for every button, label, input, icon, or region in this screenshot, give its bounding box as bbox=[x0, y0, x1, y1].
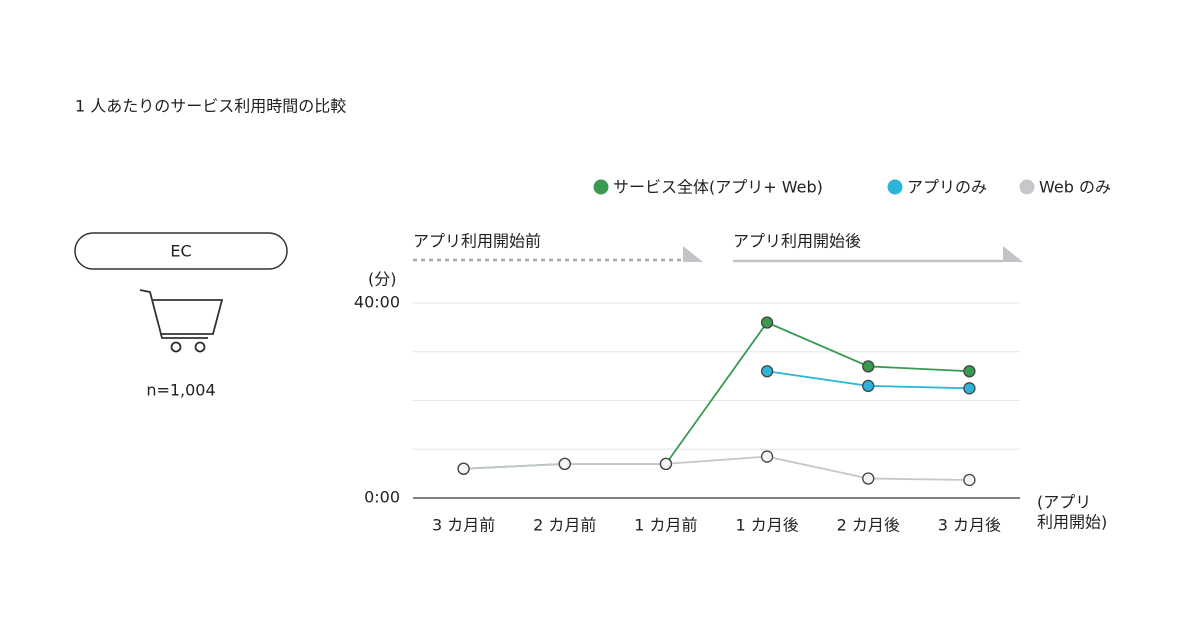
x-tick-label: 1 カ月後 bbox=[735, 516, 798, 535]
unit-label: (分) bbox=[368, 270, 397, 289]
data-point bbox=[963, 473, 976, 487]
chart-title: 1 人あたりのサービス利用時間の比較 bbox=[75, 97, 346, 116]
x-tick-label: 2 カ月前 bbox=[533, 516, 596, 535]
phase-label: アプリ利用開始前 bbox=[413, 232, 541, 251]
sample-size: n=1,004 bbox=[146, 381, 215, 400]
phase-arrow bbox=[683, 246, 703, 262]
series-line bbox=[463, 321, 970, 470]
phase-label: アプリ利用開始後 bbox=[733, 232, 861, 251]
legend-marker bbox=[887, 179, 903, 195]
x-tick-label: 3 カ月後 bbox=[938, 516, 1001, 535]
data-point bbox=[659, 457, 673, 471]
data-point bbox=[862, 379, 875, 393]
data-point bbox=[760, 316, 774, 329]
series-line bbox=[463, 455, 970, 481]
legend-label: アプリのみ bbox=[907, 178, 987, 197]
data-point bbox=[963, 365, 976, 378]
x-end-label: 利用開始) bbox=[1037, 513, 1107, 532]
segment-label: EC bbox=[170, 242, 191, 261]
phase-arrow bbox=[1003, 246, 1023, 262]
cart-icon bbox=[139, 289, 224, 353]
data-point bbox=[457, 462, 470, 475]
data-point bbox=[862, 360, 875, 373]
legend-marker bbox=[593, 179, 609, 195]
x-tick-label: 1 カ月前 bbox=[634, 516, 697, 535]
data-point bbox=[760, 450, 774, 463]
data-point bbox=[760, 365, 774, 378]
data-point bbox=[862, 472, 875, 485]
legend-label: サービス全体(アプリ+ Web) bbox=[613, 178, 823, 197]
x-end-label: (アプリ bbox=[1037, 493, 1091, 512]
segment-pill bbox=[74, 232, 288, 270]
data-point bbox=[963, 382, 976, 395]
legend-label: Web のみ bbox=[1039, 178, 1111, 197]
y-tick-label: 40:00 bbox=[354, 293, 400, 312]
x-tick-label: 2 カ月後 bbox=[837, 516, 900, 535]
legend-marker bbox=[1019, 179, 1035, 195]
y-tick-label: 0:00 bbox=[364, 488, 400, 507]
x-tick-label: 3 カ月前 bbox=[432, 516, 495, 535]
data-point bbox=[558, 457, 571, 471]
